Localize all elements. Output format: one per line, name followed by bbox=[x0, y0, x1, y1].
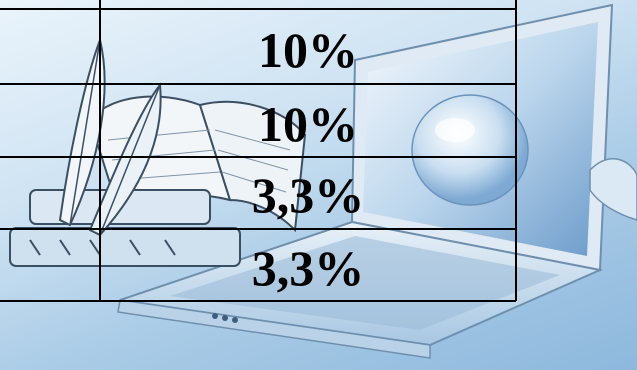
laptop-icon bbox=[117, 3, 614, 359]
table-cell-value: 3,3% bbox=[251, 240, 365, 296]
quill-icon bbox=[58, 36, 162, 237]
table-cell-value: 3,3% bbox=[251, 167, 365, 223]
cup-icon bbox=[589, 158, 637, 221]
table-cell-value: 10% bbox=[258, 96, 358, 152]
book-icon bbox=[9, 95, 307, 267]
table-cell-value: 10% bbox=[258, 22, 358, 78]
